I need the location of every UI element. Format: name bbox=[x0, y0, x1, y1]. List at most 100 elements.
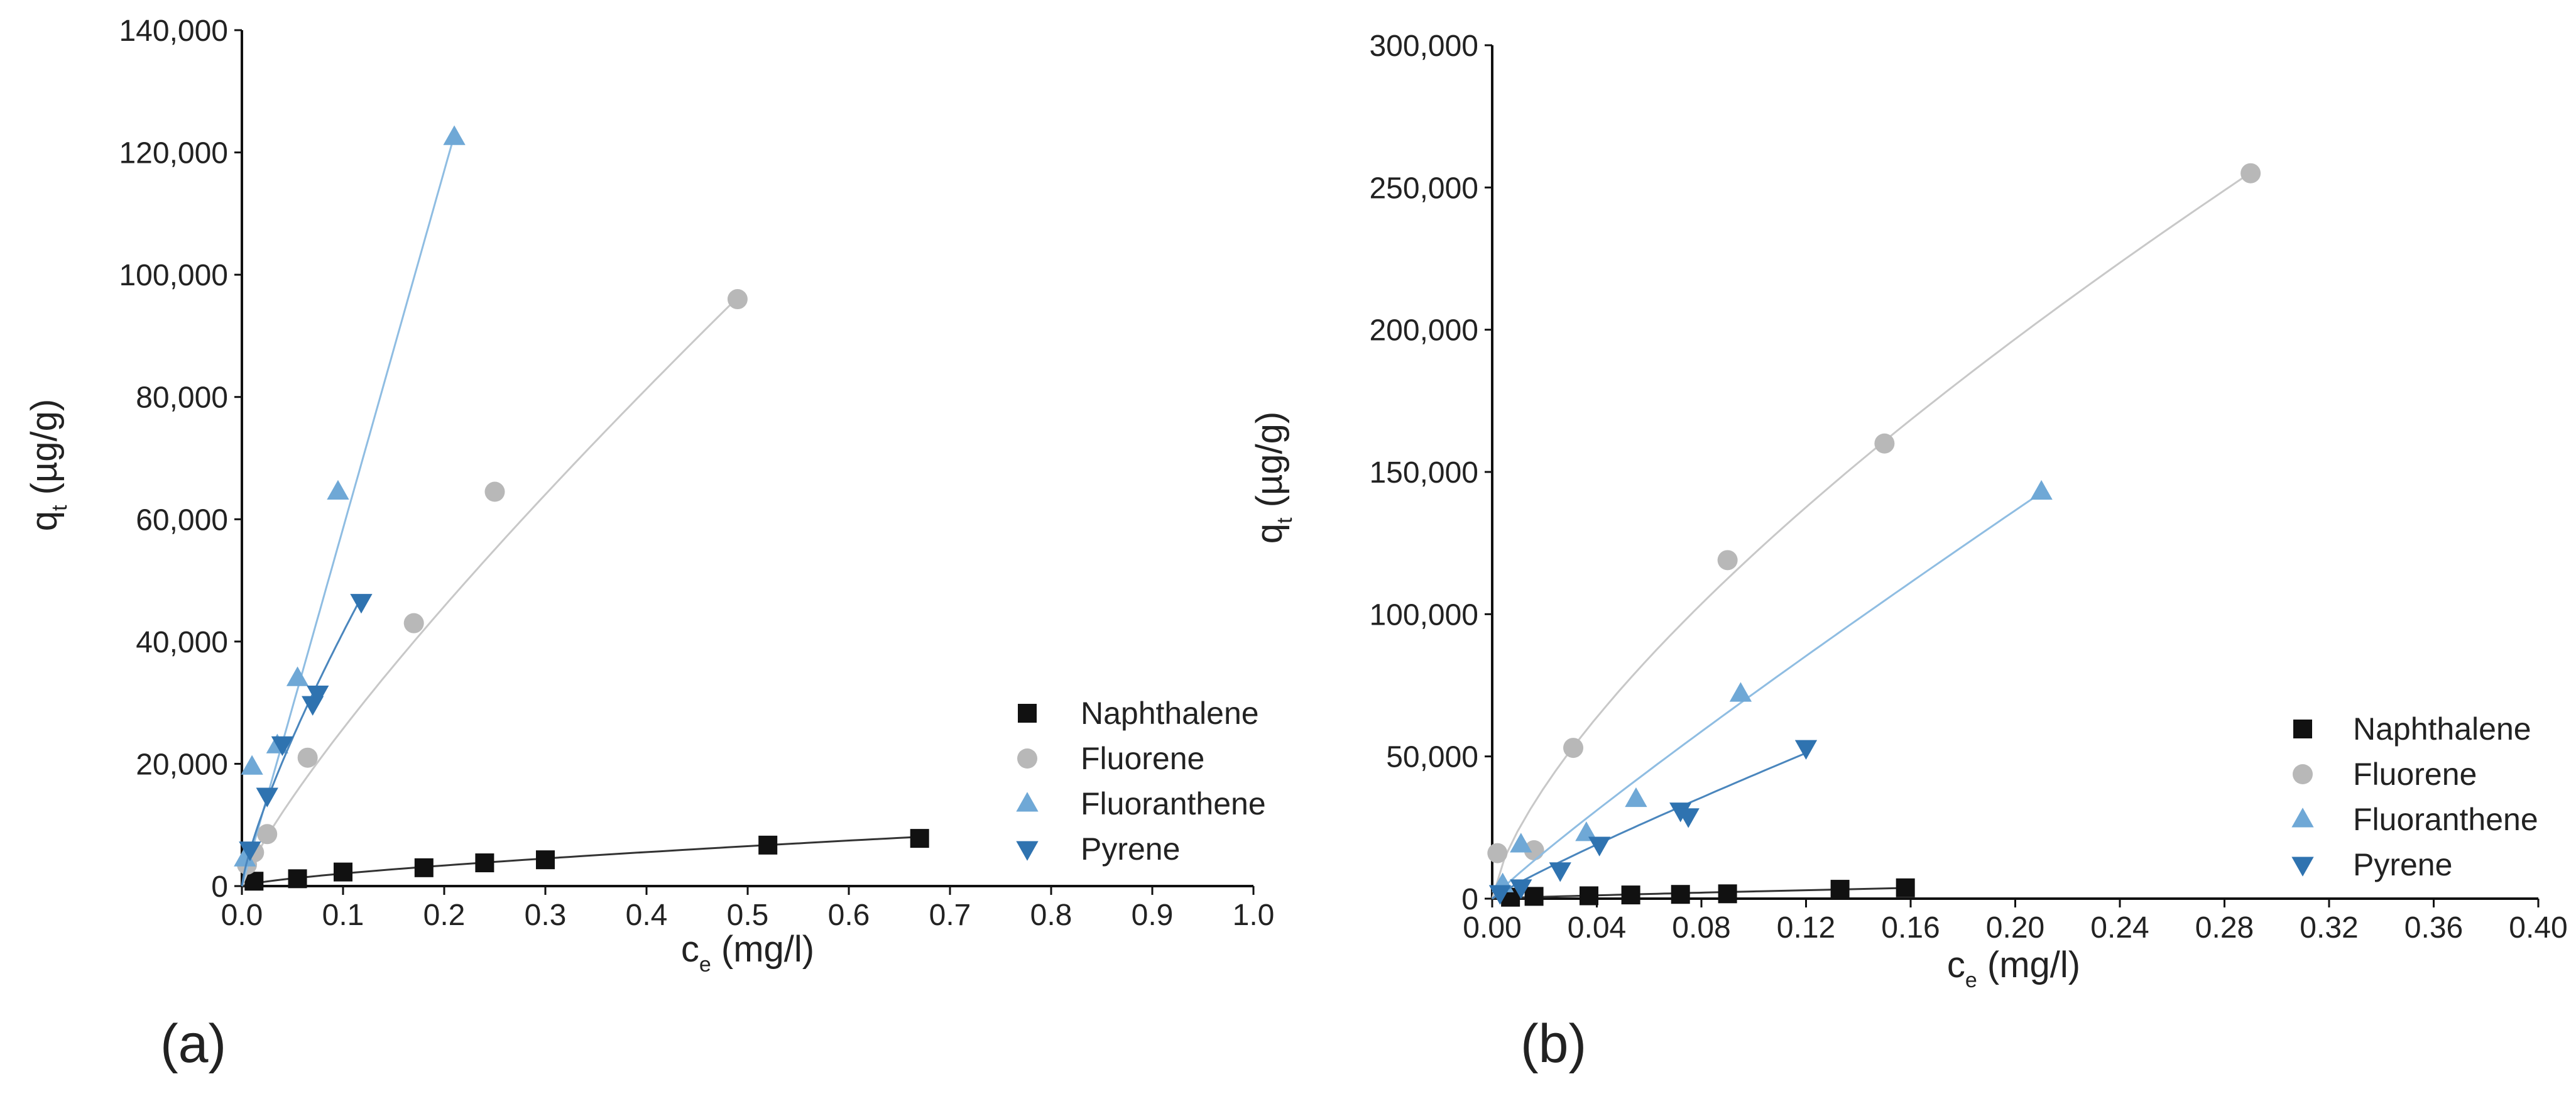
data-point bbox=[241, 755, 263, 775]
x-tick-label: 0.28 bbox=[2195, 911, 2254, 945]
chart-a: 0.0 0.1 0.2 0.3 0.4 0.5 0.6 0.7 0.8 0.9 1.0 0 20,000… bbox=[24, 14, 1274, 1074]
x-tick-label: 0.7 bbox=[929, 899, 971, 932]
data-point bbox=[1717, 550, 1738, 571]
series-pyrene bbox=[239, 594, 373, 887]
y-tick-label: 140,000 bbox=[119, 14, 228, 48]
legend-marker bbox=[2291, 857, 2314, 877]
data-point bbox=[288, 869, 307, 889]
legend: Naphthalene Fluorene Fluoranthene Pyrene bbox=[2291, 711, 2538, 882]
data-point bbox=[536, 850, 555, 870]
data-point bbox=[1487, 843, 1508, 863]
legend-marker bbox=[1016, 792, 1039, 812]
x-tick-label: 0.08 bbox=[1672, 911, 1730, 945]
series-fluoranthene bbox=[234, 125, 466, 887]
legend-marker bbox=[1016, 841, 1039, 861]
y-tick-label: 60,000 bbox=[136, 503, 228, 537]
y-tick-label: 100,000 bbox=[119, 259, 228, 292]
x-tick-label: 0.1 bbox=[322, 899, 364, 932]
data-point bbox=[307, 686, 329, 706]
x-tick-label: 0.2 bbox=[423, 899, 466, 932]
legend-label: Fluoranthene bbox=[1081, 786, 1266, 821]
chart-b: 0.00 0.04 0.08 0.12 0.16 0.20 0.24 0.28 0.32 0.36… bbox=[1249, 30, 2568, 1074]
data-point bbox=[1488, 885, 1512, 905]
data-point bbox=[327, 479, 349, 500]
legend-marker bbox=[1018, 704, 1037, 723]
data-point bbox=[234, 846, 256, 867]
y-tick-label: 40,000 bbox=[136, 626, 228, 659]
legend-marker bbox=[2293, 720, 2312, 738]
x-tick-label: 0.00 bbox=[1463, 911, 1521, 945]
x-tick-label: 0.36 bbox=[2404, 911, 2463, 945]
x-tick-label: 0.12 bbox=[1777, 911, 1835, 945]
x-tick-label: 0.0 bbox=[221, 899, 263, 932]
fit-line bbox=[1492, 752, 1807, 900]
data-point bbox=[1718, 884, 1737, 904]
data-point bbox=[1524, 887, 1544, 906]
data-point bbox=[1625, 787, 1647, 808]
data-point bbox=[910, 829, 929, 848]
data-point bbox=[1575, 821, 1598, 841]
legend-label: Fluorene bbox=[2353, 757, 2477, 792]
y-axis-title: qt (µg/g) bbox=[1249, 412, 1297, 544]
data-point bbox=[286, 666, 309, 686]
x-axis-title: ce (mg/l) bbox=[1947, 945, 2080, 992]
y-tick-label: 120,000 bbox=[119, 137, 228, 170]
data-point bbox=[1729, 682, 1752, 702]
data-point bbox=[1794, 740, 1818, 760]
data-point bbox=[257, 824, 278, 845]
data-point bbox=[256, 787, 278, 808]
y-tick-label: 80,000 bbox=[136, 381, 228, 415]
x-tick-label: 0.9 bbox=[1132, 899, 1174, 932]
x-tick-label: 0.24 bbox=[2090, 911, 2149, 945]
data-point bbox=[297, 747, 318, 768]
y-tick-label: 0 bbox=[1461, 883, 1478, 916]
x-axis-title: ce (mg/l) bbox=[681, 929, 814, 977]
y-tick-label: 200,000 bbox=[1369, 314, 1478, 348]
data-point bbox=[443, 125, 466, 145]
legend-marker bbox=[2293, 764, 2313, 784]
data-point bbox=[1549, 862, 1571, 882]
data-point bbox=[271, 736, 294, 757]
series-fluoranthene bbox=[1491, 479, 2053, 900]
fit-line bbox=[241, 297, 738, 887]
data-point bbox=[414, 858, 434, 877]
series-naphthalene bbox=[1492, 878, 1915, 907]
data-point bbox=[2240, 163, 2261, 184]
series-naphthalene bbox=[241, 829, 929, 891]
data-point bbox=[1896, 878, 1915, 897]
data-point bbox=[350, 594, 373, 614]
legend-marker bbox=[1017, 748, 1037, 769]
data-point bbox=[2030, 479, 2053, 500]
x-tick-label: 0.20 bbox=[1986, 911, 2044, 945]
x-tick-label: 0.3 bbox=[525, 899, 567, 932]
data-point bbox=[475, 853, 494, 873]
legend-marker bbox=[2291, 808, 2314, 828]
y-tick-label: 250,000 bbox=[1369, 172, 1478, 205]
data-point bbox=[1874, 433, 1895, 454]
x-tick-label: 0.5 bbox=[727, 899, 769, 932]
legend-label: Pyrene bbox=[1081, 831, 1180, 867]
x-tick-label: 0.4 bbox=[626, 899, 668, 932]
x-tick-label: 1.0 bbox=[1233, 899, 1275, 932]
data-point bbox=[334, 862, 352, 882]
x-tick-label: 0.04 bbox=[1568, 911, 1626, 945]
fit-line bbox=[1491, 172, 2251, 899]
fit-line bbox=[241, 134, 456, 887]
data-point bbox=[1621, 885, 1640, 905]
x-tick-label: 0.40 bbox=[2509, 911, 2567, 945]
legend: Naphthalene Fluorene Fluoranthene Pyrene bbox=[1016, 696, 1266, 867]
data-point bbox=[1510, 879, 1532, 899]
panel-label: (a) bbox=[160, 1014, 226, 1074]
data-point bbox=[1510, 833, 1532, 853]
x-tick-label: 0.6 bbox=[828, 899, 870, 932]
data-point bbox=[758, 835, 778, 855]
fit-line bbox=[241, 836, 920, 887]
data-point bbox=[1677, 808, 1700, 828]
x-tick-label: 0.16 bbox=[1881, 911, 1940, 945]
data-point bbox=[1563, 738, 1584, 759]
series-pyrene bbox=[1488, 740, 1818, 905]
legend-label: Fluorene bbox=[1081, 741, 1204, 776]
y-tick-label: 300,000 bbox=[1369, 30, 1478, 63]
legend-label: Fluoranthene bbox=[2353, 802, 2538, 837]
